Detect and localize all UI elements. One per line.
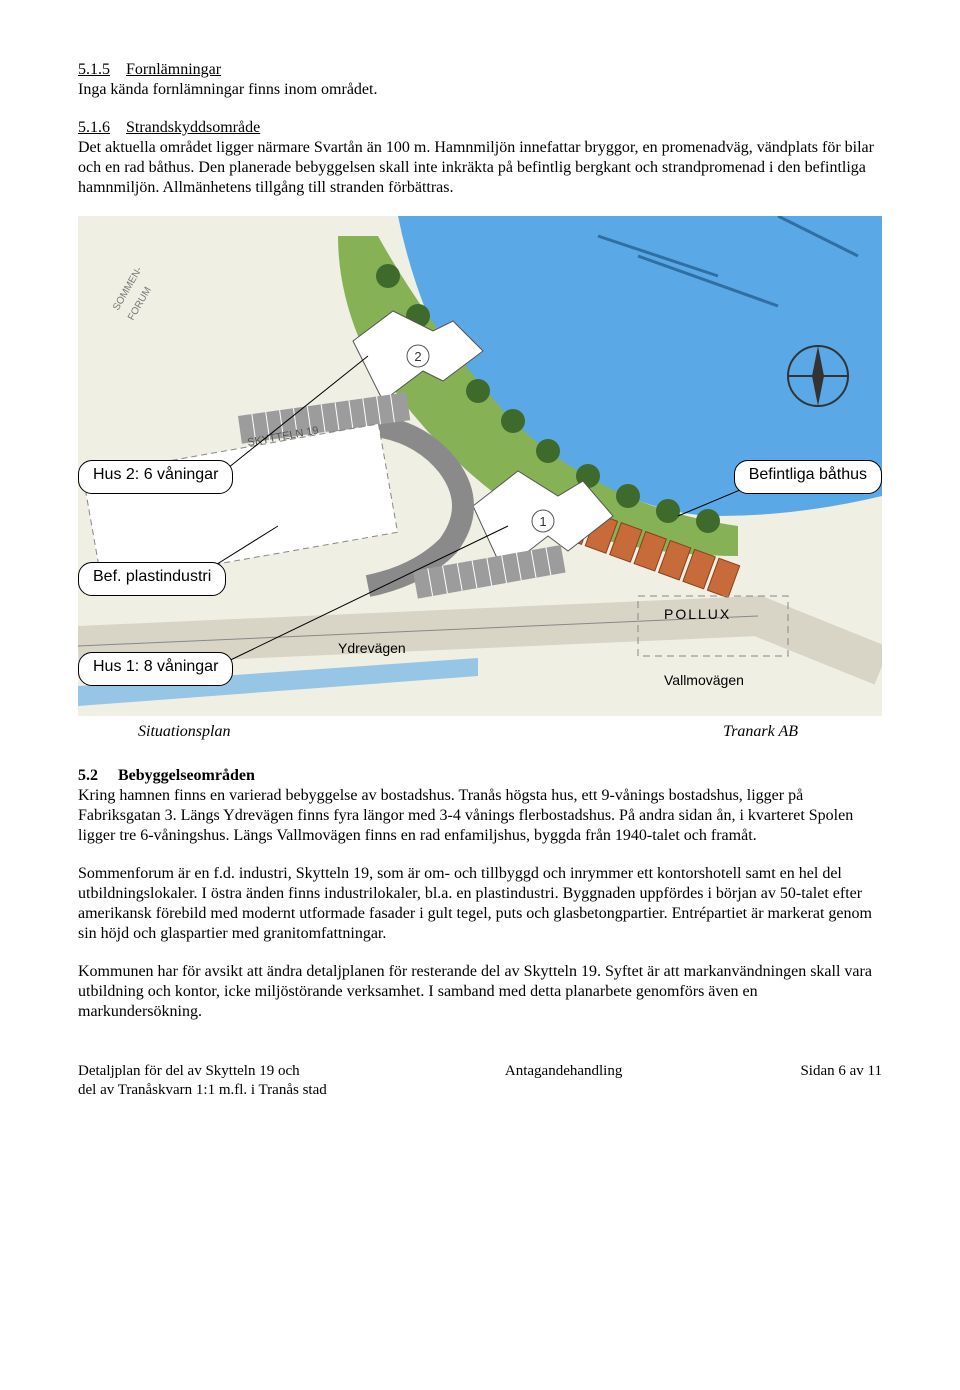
callout-hus1: Hus 1: 8 våningar xyxy=(78,652,233,686)
sec-516-body: Det aktuella området ligger närmare Svar… xyxy=(78,138,882,198)
sec-515-title: Fornlämningar xyxy=(126,61,221,78)
situation-plan-figure: 2 1 xyxy=(78,216,882,716)
footer-left: Detaljplan för del av Skytteln 19 och de… xyxy=(78,1062,327,1100)
figure-caption-left: Situationsplan xyxy=(138,722,230,742)
svg-text:1: 1 xyxy=(539,514,546,529)
map-label-pollux: POLLUX xyxy=(664,606,731,624)
sec-515-num: 5.1.5 xyxy=(78,61,110,78)
callout-bathus: Befintliga båthus xyxy=(734,460,882,494)
sec-515-heading: 5.1.5 Fornlämningar xyxy=(78,60,882,80)
sec-52-p3: Kommunen har för avsikt att ändra detalj… xyxy=(78,962,882,1022)
sec-515-body: Inga kända fornlämningar finns inom områ… xyxy=(78,80,882,100)
callout-plast: Bef. plastindustri xyxy=(78,562,226,596)
sec-52-num: 5.2 xyxy=(78,767,98,784)
sec-516-num: 5.1.6 xyxy=(78,119,110,136)
map-label-vallmovagen: Vallmovägen xyxy=(664,672,744,690)
svg-text:2: 2 xyxy=(414,349,421,364)
figure-caption-right: Tranark AB xyxy=(723,722,798,742)
footer-center: Antagandehandling xyxy=(505,1062,622,1100)
figure-caption: Situationsplan Tranark AB xyxy=(138,722,798,742)
sec-52-p2: Sommenforum är en f.d. industri, Skyttel… xyxy=(78,864,882,944)
page-footer: Detaljplan för del av Skytteln 19 och de… xyxy=(78,1062,882,1100)
callout-hus2: Hus 2: 6 våningar xyxy=(78,460,233,494)
sec-52-heading: 5.2 Bebyggelseområden xyxy=(78,766,882,786)
sec-52-p1: Kring hamnen finns en varierad bebyggels… xyxy=(78,786,882,846)
footer-right: Sidan 6 av 11 xyxy=(800,1062,882,1100)
sec-516-heading: 5.1.6 Strandskyddsområde xyxy=(78,118,882,138)
map-label-ydrevagen: Ydrevägen xyxy=(338,640,406,658)
sec-516-title: Strandskyddsområde xyxy=(126,119,260,136)
sec-52-title: Bebyggelseområden xyxy=(118,767,255,784)
